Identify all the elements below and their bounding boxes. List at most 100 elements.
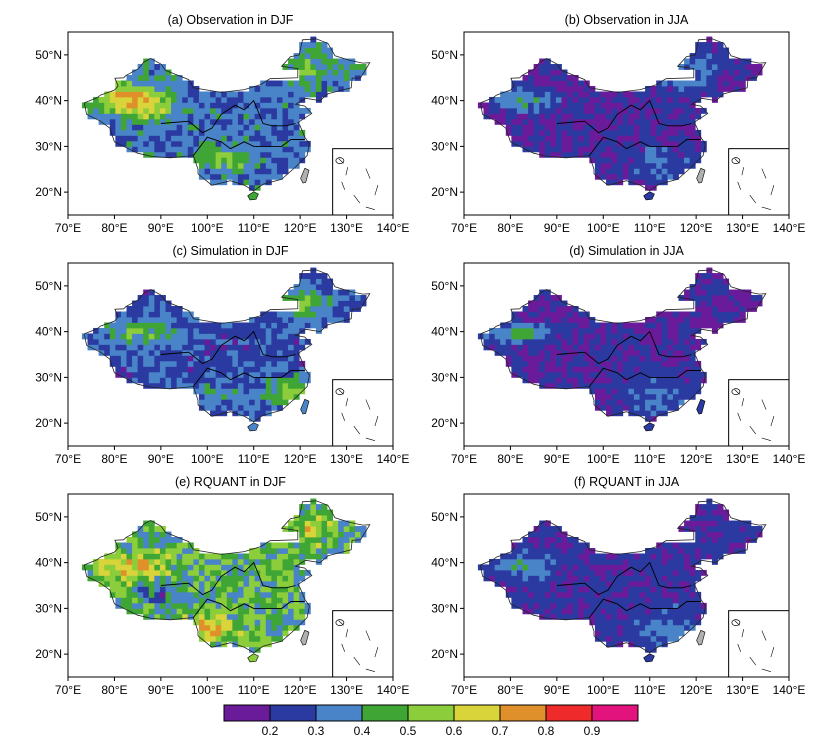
grid-cell [672,344,679,351]
grid-cell [678,316,685,323]
grid-cell [137,140,144,147]
grid-cell [109,91,116,98]
grid-cell [288,311,295,318]
grid-cell [550,597,557,604]
grid-cell [544,597,551,604]
grid-cell [282,118,289,125]
grid-cell [154,377,161,384]
grid-cell [656,146,663,153]
grid-cell [561,531,568,538]
grid-cell [594,107,601,114]
grid-cell [684,91,691,98]
grid-cell [176,107,183,114]
grid-cell [706,537,713,543]
grid-cell [561,316,568,323]
grid-cell [243,360,250,367]
grid-cell [132,597,139,604]
grid-cell [310,504,317,510]
grid-cell [594,366,601,373]
grid-cell [667,404,674,411]
grid-cell [243,553,250,560]
grid-cell [600,371,607,378]
grid-cell [639,580,646,587]
grid-cell [198,107,205,114]
grid-cell [600,366,607,373]
grid-cell [265,630,272,637]
grid-cell [578,382,585,389]
grid-cell [589,91,596,98]
grid-cell [667,360,674,367]
grid-cell [639,146,646,153]
grid-cell [343,75,350,81]
grid-cell [544,295,551,301]
grid-cell [689,295,696,301]
grid-cell [511,80,518,87]
grid-cell [739,542,746,549]
grid-cell [617,322,624,329]
grid-cell [332,295,339,301]
grid-cell [210,140,217,147]
grid-cell [204,338,211,345]
grid-cell [561,575,568,582]
grid-cell [109,569,116,576]
grid-cell [583,355,590,362]
grid-cell [126,124,133,131]
grid-cell [533,102,540,109]
y-tick-label: 50°N [35,48,62,62]
grid-cell [656,157,663,164]
grid-cell [343,69,350,76]
grid-cell [550,371,557,378]
grid-cell [700,47,707,54]
grid-cell [288,558,295,565]
grid-cell [494,96,501,103]
grid-cell [594,157,601,164]
grid-cell [667,393,674,400]
grid-cell [265,85,272,92]
grid-cell [522,569,529,576]
grid-cell [171,537,178,543]
grid-cell [561,85,568,92]
grid-cell [176,371,183,378]
grid-cell [137,107,144,114]
grid-cell [143,553,150,560]
grid-cell [165,580,172,587]
grid-cell [617,91,624,98]
grid-cell [187,382,194,389]
grid-cell [600,129,607,136]
grid-cell [321,284,328,290]
y-tick-label: 50°N [431,279,458,293]
grid-cell [567,382,574,389]
grid-cell [126,316,133,323]
grid-cell [332,58,339,65]
inset-dash [749,194,757,204]
grid-cell [544,129,551,136]
grid-cell [700,75,707,81]
grid-cell [115,322,122,329]
grid-cell [243,404,250,411]
grid-cell [695,575,702,582]
inset-dash [761,630,767,641]
grid-cell [661,377,668,384]
grid-cell [522,327,529,334]
grid-cell [711,558,718,565]
grid-cell [137,333,144,340]
grid-cell [494,107,501,114]
grid-cell [544,69,551,76]
grid-cell [260,575,267,582]
grid-cell [171,377,178,384]
grid-cell [98,102,105,109]
grid-cell [756,64,763,70]
grid-cell [226,102,233,109]
grid-cell [265,586,272,593]
grid-cell [221,575,228,582]
grid-cell [249,630,256,637]
grid-cell [165,597,172,604]
grid-cell [628,91,635,98]
grid-cell [126,96,133,103]
grid-cell [583,569,590,576]
x-tick-label: 110°E [634,683,666,697]
grid-cell [271,597,278,604]
grid-cell [544,80,551,87]
grid-cell [198,113,205,120]
grid-cell [154,85,161,92]
